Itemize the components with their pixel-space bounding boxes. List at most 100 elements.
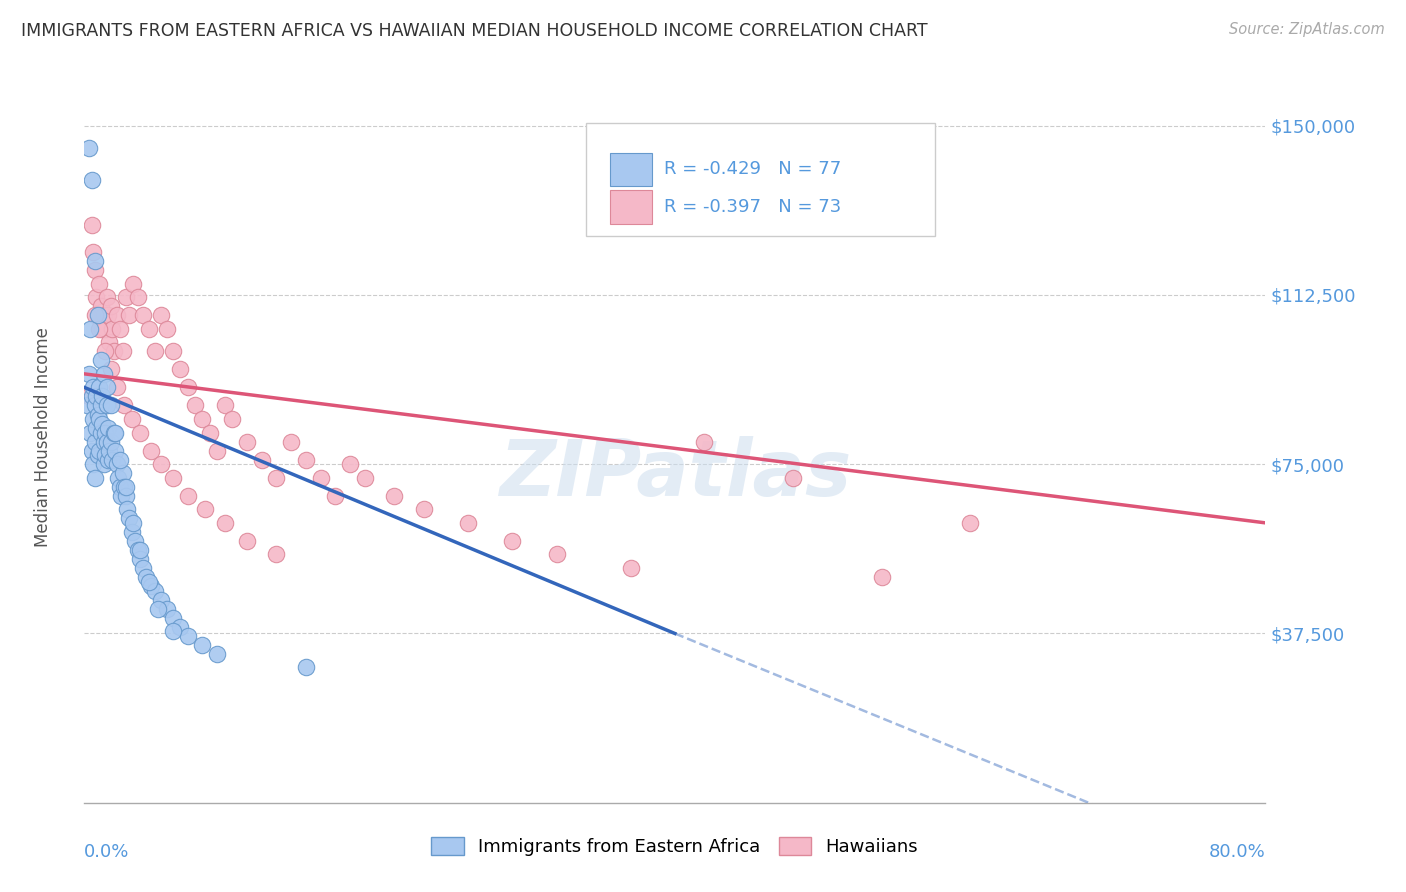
Point [221,412,243,426]
Point [162,610,184,624]
Point [94,344,117,359]
Point [82,412,104,426]
Point [118,511,141,525]
Point [114,480,136,494]
Point [198,425,221,440]
Point [100,362,122,376]
Point [354,471,377,485]
Point [82,244,104,259]
Point [782,471,804,485]
Point [250,452,273,467]
Point [135,570,157,584]
Text: Median Household Income: Median Household Income [34,327,52,547]
Point [83,263,105,277]
Point [82,380,104,394]
Point [107,471,129,485]
Point [118,308,141,322]
Point [80,443,103,458]
Point [90,425,112,440]
Point [80,172,103,186]
Point [98,335,121,350]
Point [76,399,98,413]
Point [83,254,105,268]
Point [162,624,184,639]
Point [214,399,236,413]
Point [143,583,166,598]
Point [110,489,132,503]
Point [84,421,107,435]
Point [105,380,128,394]
Point [100,299,122,313]
Point [150,592,173,607]
Point [93,367,115,381]
Point [96,380,118,394]
Point [129,425,152,440]
Point [79,425,101,440]
Text: R = -0.429   N = 77: R = -0.429 N = 77 [664,161,842,178]
Point [177,489,200,503]
Point [138,322,160,336]
Point [97,452,120,467]
Point [156,601,179,615]
Point [79,322,101,336]
Point [96,290,118,304]
Point [266,548,288,562]
Point [108,322,131,336]
Point [129,543,152,558]
Point [127,543,149,558]
Point [413,502,436,516]
Point [103,344,125,359]
Point [194,502,217,516]
Point [546,548,568,562]
Point [114,290,136,304]
Point [100,399,122,413]
Point [93,308,115,322]
Text: R = -0.397   N = 73: R = -0.397 N = 73 [664,198,842,216]
Point [94,425,117,440]
Point [169,620,191,634]
Point [162,471,184,485]
Point [112,480,135,494]
Point [80,389,103,403]
Point [959,516,981,530]
Point [111,466,134,480]
Point [98,443,121,458]
Point [236,434,259,449]
Point [100,434,122,449]
Text: IMMIGRANTS FROM EASTERN AFRICA VS HAWAIIAN MEDIAN HOUSEHOLD INCOME CORRELATION C: IMMIGRANTS FROM EASTERN AFRICA VS HAWAII… [21,22,928,40]
Text: ZIPatlas: ZIPatlas [499,435,851,512]
Point [97,308,120,322]
Point [620,561,643,575]
Point [91,389,114,403]
Point [138,574,160,589]
Point [111,344,134,359]
Point [150,308,173,322]
Point [122,516,145,530]
Point [870,570,893,584]
Point [86,408,108,422]
Point [693,434,716,449]
Point [91,417,114,431]
Point [177,629,200,643]
FancyBboxPatch shape [610,190,652,224]
Point [295,452,318,467]
Point [82,457,104,471]
Point [94,322,117,336]
Point [87,322,111,336]
Point [132,561,155,575]
Point [121,524,143,539]
Point [77,367,100,381]
Point [101,452,124,467]
Point [129,552,152,566]
Point [148,601,170,615]
Point [236,533,259,548]
Point [139,443,162,458]
Point [84,290,107,304]
Point [90,299,112,313]
Point [103,425,125,440]
Point [295,660,318,674]
Point [105,457,128,471]
Point [87,443,111,458]
Point [325,489,347,503]
Point [191,638,214,652]
